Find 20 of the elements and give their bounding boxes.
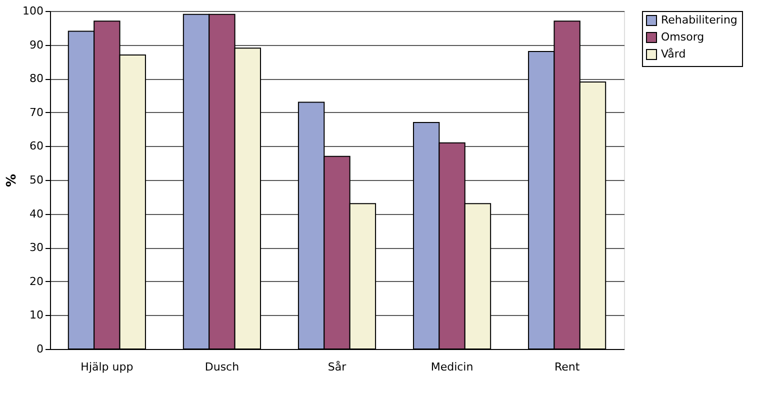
y-tick-label: 30 xyxy=(30,241,44,254)
y-tick-label: 70 xyxy=(30,106,44,119)
x-tick-label: Medicin xyxy=(430,360,474,374)
y-tick-label: 50 xyxy=(30,174,44,186)
y-tick-label: 10 xyxy=(30,308,44,322)
x-tick-label: Hjälp upp xyxy=(80,360,134,374)
y-tick-label: 90 xyxy=(30,38,44,52)
legend-label: Rehabilitering xyxy=(661,14,738,26)
y-axis-title: % xyxy=(4,174,20,188)
y-tick-label: 60 xyxy=(30,140,44,153)
legend-label: Vård xyxy=(661,48,686,60)
y-tick-label: 100 xyxy=(22,4,44,18)
y-tick-label: 80 xyxy=(30,72,44,86)
y-tick-label: 40 xyxy=(30,207,44,220)
legend-label: Omsorg xyxy=(661,30,704,44)
x-tick-label: Rent xyxy=(554,360,580,374)
y-tick-label: 0 xyxy=(36,342,44,356)
x-tick-label: Sår xyxy=(328,360,347,374)
x-tick-label: Dusch xyxy=(204,360,240,374)
y-tick-label: 20 xyxy=(30,274,44,288)
